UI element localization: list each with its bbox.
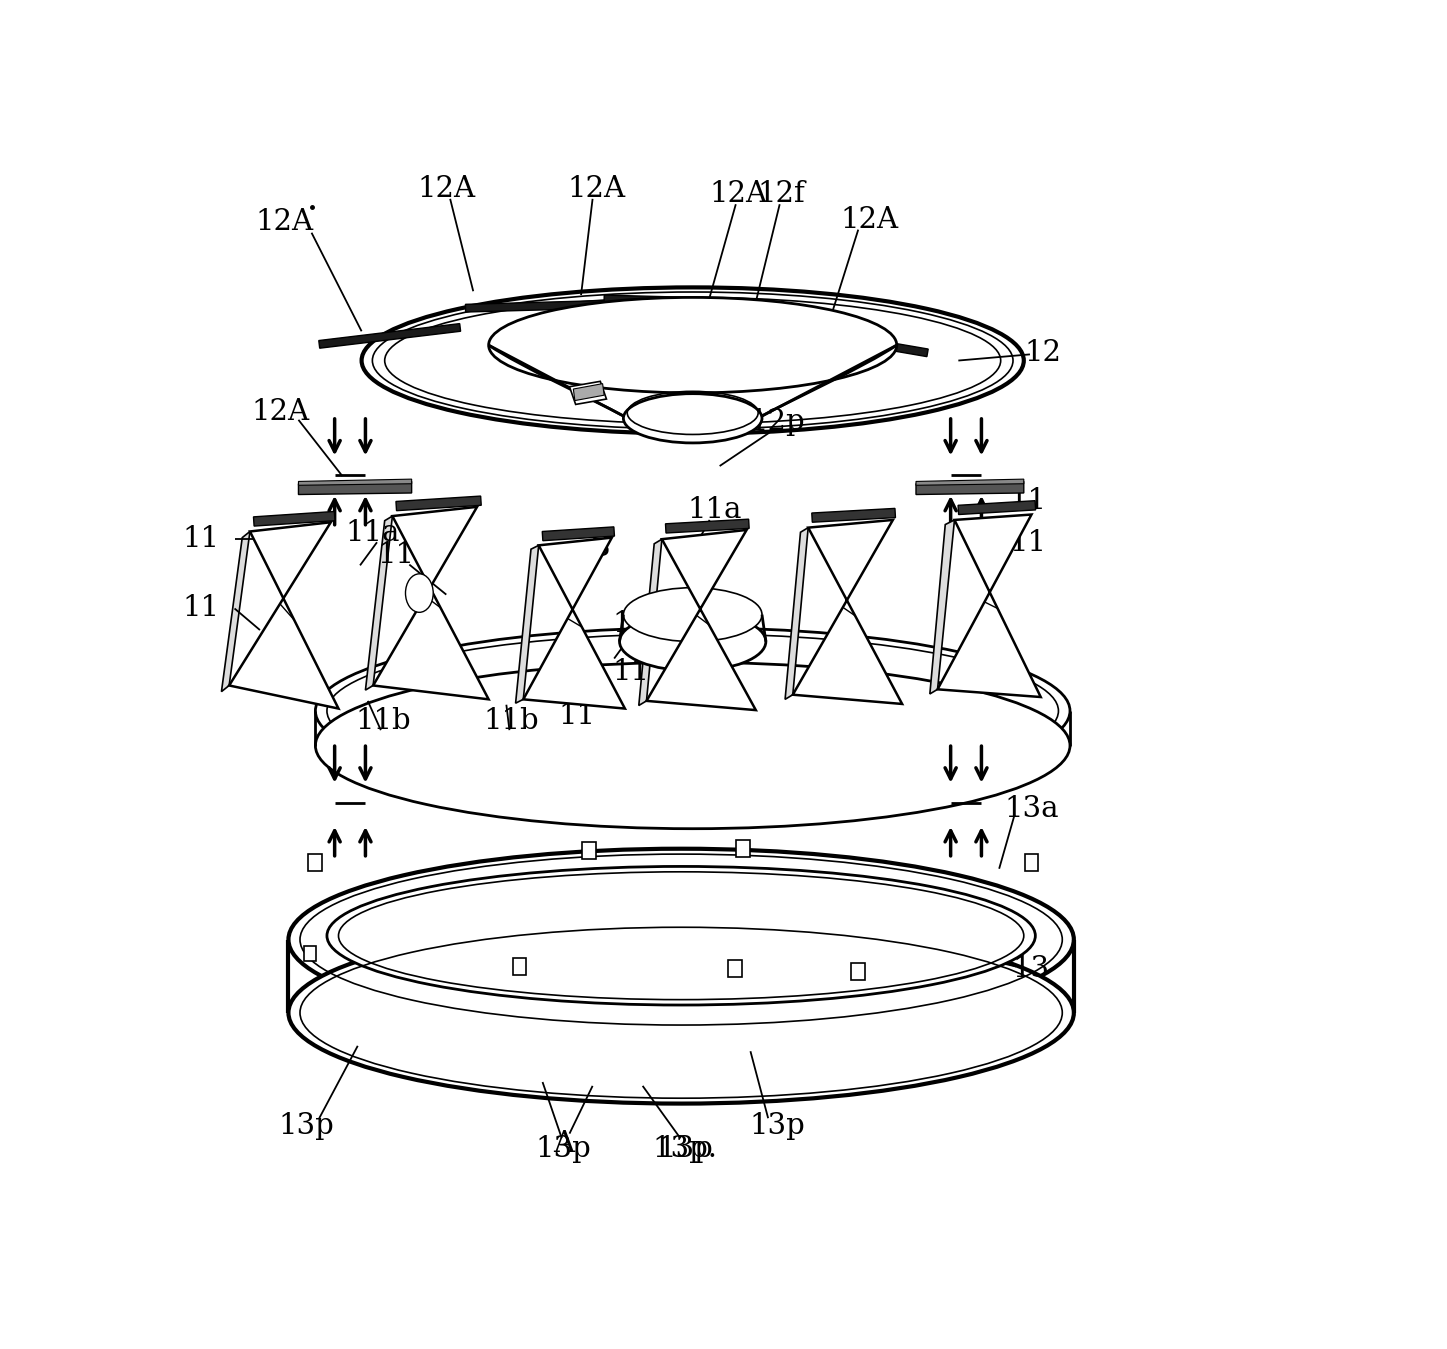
Text: 11c: 11c (378, 541, 431, 568)
Ellipse shape (288, 849, 1074, 1031)
Polygon shape (253, 511, 334, 526)
Ellipse shape (288, 921, 1074, 1103)
Text: 13p: 13p (657, 1135, 713, 1163)
Text: 11: 11 (1009, 529, 1046, 557)
Text: 11c: 11c (612, 610, 666, 638)
Text: 11: 11 (1009, 487, 1046, 515)
Polygon shape (819, 331, 928, 356)
Bar (308, 854, 323, 871)
Text: 11: 11 (559, 703, 596, 730)
Text: 13a: 13a (1004, 795, 1059, 823)
Ellipse shape (315, 627, 1069, 795)
Polygon shape (366, 517, 392, 691)
Text: 12p: 12p (750, 409, 805, 436)
Polygon shape (812, 509, 896, 522)
Text: B: B (587, 534, 609, 563)
Polygon shape (543, 527, 615, 541)
Text: 13: 13 (1013, 955, 1051, 983)
Text: 12A: 12A (252, 398, 310, 426)
Text: 11: 11 (612, 657, 650, 685)
Polygon shape (708, 301, 854, 329)
Polygon shape (466, 299, 661, 312)
Text: 13p: 13p (535, 1135, 592, 1163)
Polygon shape (298, 482, 411, 495)
Text: 12: 12 (1024, 339, 1062, 367)
Polygon shape (318, 324, 460, 348)
Polygon shape (373, 507, 489, 699)
Polygon shape (916, 482, 1024, 495)
Text: 11: 11 (182, 595, 218, 622)
Text: 12A: 12A (567, 175, 625, 202)
Text: 13p: 13p (278, 1112, 334, 1140)
Bar (851, 963, 865, 981)
Polygon shape (570, 382, 606, 405)
Polygon shape (229, 522, 339, 708)
Polygon shape (524, 538, 625, 708)
Polygon shape (916, 479, 1024, 486)
Text: 12A: 12A (417, 175, 476, 202)
Ellipse shape (619, 612, 765, 670)
Text: 12f: 12f (757, 181, 805, 208)
Polygon shape (938, 514, 1040, 697)
Polygon shape (638, 540, 661, 706)
Polygon shape (647, 530, 755, 710)
Bar (1024, 854, 1039, 871)
Bar (582, 842, 596, 859)
Ellipse shape (315, 662, 1069, 828)
Ellipse shape (362, 287, 1024, 433)
Polygon shape (930, 519, 955, 693)
Text: 11: 11 (182, 525, 218, 553)
Text: A: A (553, 1129, 574, 1157)
Ellipse shape (327, 866, 1036, 1005)
Ellipse shape (624, 394, 763, 442)
Text: 12A: 12A (256, 208, 314, 236)
Text: 11b: 11b (483, 707, 540, 735)
Polygon shape (221, 532, 250, 692)
Polygon shape (298, 479, 411, 486)
Polygon shape (515, 545, 538, 703)
Text: 11a: 11a (346, 519, 401, 548)
Polygon shape (793, 519, 901, 704)
Polygon shape (603, 295, 751, 306)
Text: 13p: 13p (750, 1112, 806, 1140)
Bar (512, 958, 527, 975)
Bar (737, 840, 750, 857)
Polygon shape (573, 383, 605, 401)
Text: 11a: 11a (687, 496, 741, 523)
Ellipse shape (624, 588, 763, 642)
Text: 13p.: 13p. (653, 1135, 718, 1163)
Bar (304, 946, 315, 960)
Polygon shape (958, 500, 1036, 514)
Ellipse shape (405, 573, 433, 612)
Text: 12A: 12A (710, 181, 768, 208)
Text: 12A: 12A (841, 205, 899, 233)
Polygon shape (786, 527, 809, 699)
Text: 11b: 11b (356, 707, 411, 735)
Bar (728, 960, 742, 977)
Polygon shape (396, 496, 482, 511)
Ellipse shape (489, 297, 897, 393)
Polygon shape (666, 519, 750, 533)
